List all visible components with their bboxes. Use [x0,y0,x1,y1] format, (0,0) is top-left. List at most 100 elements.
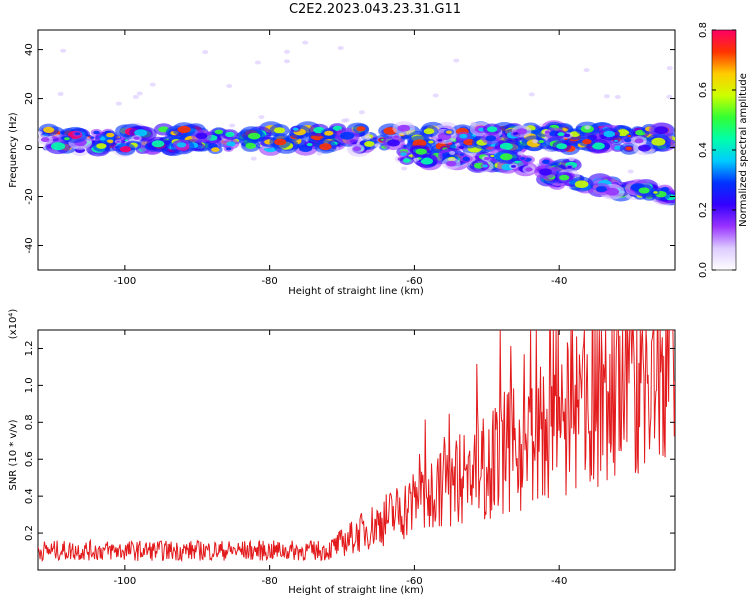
snr-ytick-label: 0.6 [24,451,35,467]
heatmap-cell [119,146,132,153]
colorbar-label: Normalized spectral amplitude [738,73,749,227]
heatmap-cell [324,130,334,136]
heatmap-cell [482,164,488,168]
heatmap-speck [115,101,122,106]
heatmap-speck [453,58,460,63]
heatmap-speck [337,46,344,50]
heatmap-speck [250,156,257,161]
heatmap-speck [229,123,236,128]
heatmap-speck [627,169,634,174]
spectrogram-xtick-label: -100 [114,276,137,287]
heatmap-cell [74,132,81,136]
heatmap-cell [116,140,120,143]
heatmap-cell [490,154,495,158]
heatmap-speck [132,94,139,99]
heatmap-cell [306,143,313,147]
heatmap-speck [432,93,439,98]
spectrogram-xtick-label: -80 [261,276,277,287]
heatmap-cell [614,145,622,150]
spectrogram-ytick-label: -40 [24,237,35,253]
heatmap-speck [532,139,539,144]
heatmap-speck [614,95,621,99]
heatmap-cell [446,130,452,134]
colorbar-tick-label: 0.0 [698,262,709,278]
heatmap-cell [372,137,377,140]
snr-ytick-label: 0.4 [24,488,35,504]
heatmap-speck [343,118,350,123]
heatmap-speck [254,60,261,65]
colorbar-tick-label: 0.4 [698,142,709,158]
heatmap-cell [387,139,400,147]
heatmap-cell [319,143,332,151]
heatmap-cell [556,143,568,150]
heatmap-cell [462,156,470,161]
heatmap-cell [353,146,362,152]
snr-xtick-label: -60 [406,576,422,587]
heatmap-speck [583,68,590,73]
heatmap-speck [202,50,209,55]
heatmap-speck [517,151,524,156]
heatmap-cell [542,159,550,164]
spectrogram-ytick-label: 20 [24,92,35,105]
heatmap-cell [400,152,407,156]
heatmap-speck [374,143,381,148]
heatmap-cell [292,127,299,131]
spectrogram-xlabel: Height of straight line (km) [288,286,424,297]
heatmap-speck [226,84,233,88]
heatmap-cell [500,153,513,161]
snr-ytick-label: 1.0 [24,377,35,393]
heatmap-speck [666,66,673,71]
colorbar: 0.0 0.2 0.4 0.6 0.8 Normalized spectral ampl… [698,22,749,278]
snr-ylabel: SNR (10 * v/v) [8,419,19,490]
heatmap-speck [528,92,535,97]
heatmap-cell [520,157,526,160]
spectrogram-heatmap [38,40,675,206]
heatmap-cell [499,142,513,150]
heatmap-speck [413,157,420,162]
heatmap-cell [248,132,261,140]
heatmap-cell [106,132,115,138]
heatmap-speck [57,91,64,96]
heatmap-cell [43,126,55,133]
heatmap-speck [584,125,591,130]
heatmap-cell [364,141,375,147]
heatmap-cell [211,147,220,152]
heatmap-cell [557,132,565,137]
heatmap-speck [364,135,371,140]
snr-xlabel: Height of straight line (km) [288,585,424,596]
heatmap-cell [525,167,533,172]
colorbar-tick-label: 0.6 [698,82,709,98]
spectrogram-ylabel: Frequency (Hz) [8,112,19,188]
heatmap-cell [595,186,607,193]
heatmap-speck [470,121,477,126]
heatmap-speck [60,48,67,53]
heatmap-cell [539,168,552,176]
heatmap-cell [638,187,650,194]
heatmap-cell [273,127,286,134]
heatmap-cell [225,147,232,151]
heatmap-cell [340,131,355,140]
heatmap-cell [225,131,235,138]
heatmap-speck [449,151,456,155]
heatmap-cell [96,143,107,149]
heatmap-cell [415,148,427,155]
heatmap-cell [423,128,435,135]
heatmap-speck [283,59,290,64]
heatmap-cell [512,132,519,136]
heatmap-cell [638,144,651,152]
heatmap-cell [624,138,632,143]
spectrogram-ytick-label: 40 [24,43,35,56]
spectrogram-ytick-label: -20 [24,188,35,204]
snr-panel: -100 -80 -60 -40 0.2 0.4 0.6 0.8 1.0 1.2 Height o… [8,309,676,596]
heatmap-speck [358,110,365,115]
heatmap-cell [177,125,191,134]
heatmap-cell [176,142,187,148]
heatmap-cell [437,139,443,142]
heatmap-speck [316,151,323,156]
heatmap-cell [428,140,434,144]
heatmap-cell [582,139,592,145]
heatmap-cell [245,142,257,149]
snr-xtick-label: -80 [261,576,277,587]
heatmap-cell [459,153,464,156]
